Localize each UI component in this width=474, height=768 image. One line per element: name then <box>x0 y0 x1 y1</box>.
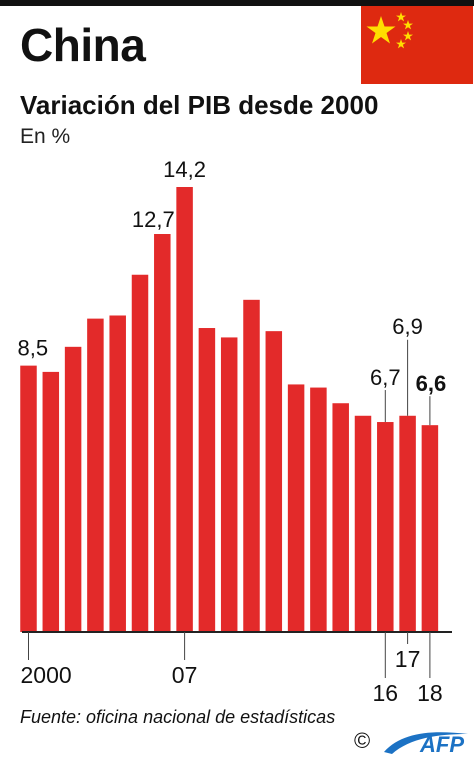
bar-2003 <box>87 318 104 632</box>
bar-2002 <box>64 346 82 632</box>
credit: © AFP <box>354 728 474 758</box>
bar-2009 <box>220 337 238 632</box>
bar-2013 <box>310 387 327 632</box>
bar-2014 <box>332 403 349 632</box>
bar-2010 <box>243 299 260 632</box>
top-rule <box>0 0 474 6</box>
bar-2011 <box>265 331 283 632</box>
flag-small-star <box>403 20 413 30</box>
flag-small-star <box>396 39 406 49</box>
copyright-symbol: © <box>354 728 371 753</box>
flag-large-star <box>366 16 396 44</box>
x-tick-label: 16 <box>373 680 399 706</box>
bar-2007 <box>176 187 193 632</box>
data-label: 6,6 <box>416 371 447 396</box>
x-tick-label: 07 <box>172 662 198 688</box>
data-label: 12,7 <box>132 207 175 232</box>
bar-2016 <box>377 422 394 632</box>
bar-2015 <box>354 415 372 632</box>
x-tick-label: 17 <box>395 646 421 672</box>
bar-2004 <box>109 315 126 632</box>
bar-2012 <box>287 384 305 632</box>
bar-2006 <box>154 234 171 632</box>
x-tick-label: 18 <box>417 680 443 706</box>
bar-2005 <box>131 274 149 632</box>
data-label: 6,7 <box>370 365 401 390</box>
china-flag-icon <box>361 6 473 84</box>
bar-2008 <box>198 328 216 632</box>
bar-2000 <box>20 365 37 632</box>
source-note: Fuente: oficina nacional de estadísticas <box>20 707 336 727</box>
afp-logo-icon: AFP <box>384 732 468 756</box>
bar-2017 <box>399 415 416 632</box>
data-label: 14,2 <box>163 157 206 182</box>
bar-2018 <box>421 425 439 632</box>
afp-logo-text: AFP <box>419 732 464 756</box>
x-tick-label: 2000 <box>21 662 72 688</box>
data-label: 6,9 <box>392 314 423 339</box>
chart-title: China <box>20 19 146 71</box>
unit-label: En % <box>20 125 71 148</box>
data-label: 8,5 <box>18 336 49 361</box>
bar-2001 <box>42 371 60 632</box>
chart-subtitle: Variación del PIB desde 2000 <box>20 90 379 120</box>
flag-small-star <box>403 31 413 41</box>
flag-small-star <box>396 12 406 22</box>
